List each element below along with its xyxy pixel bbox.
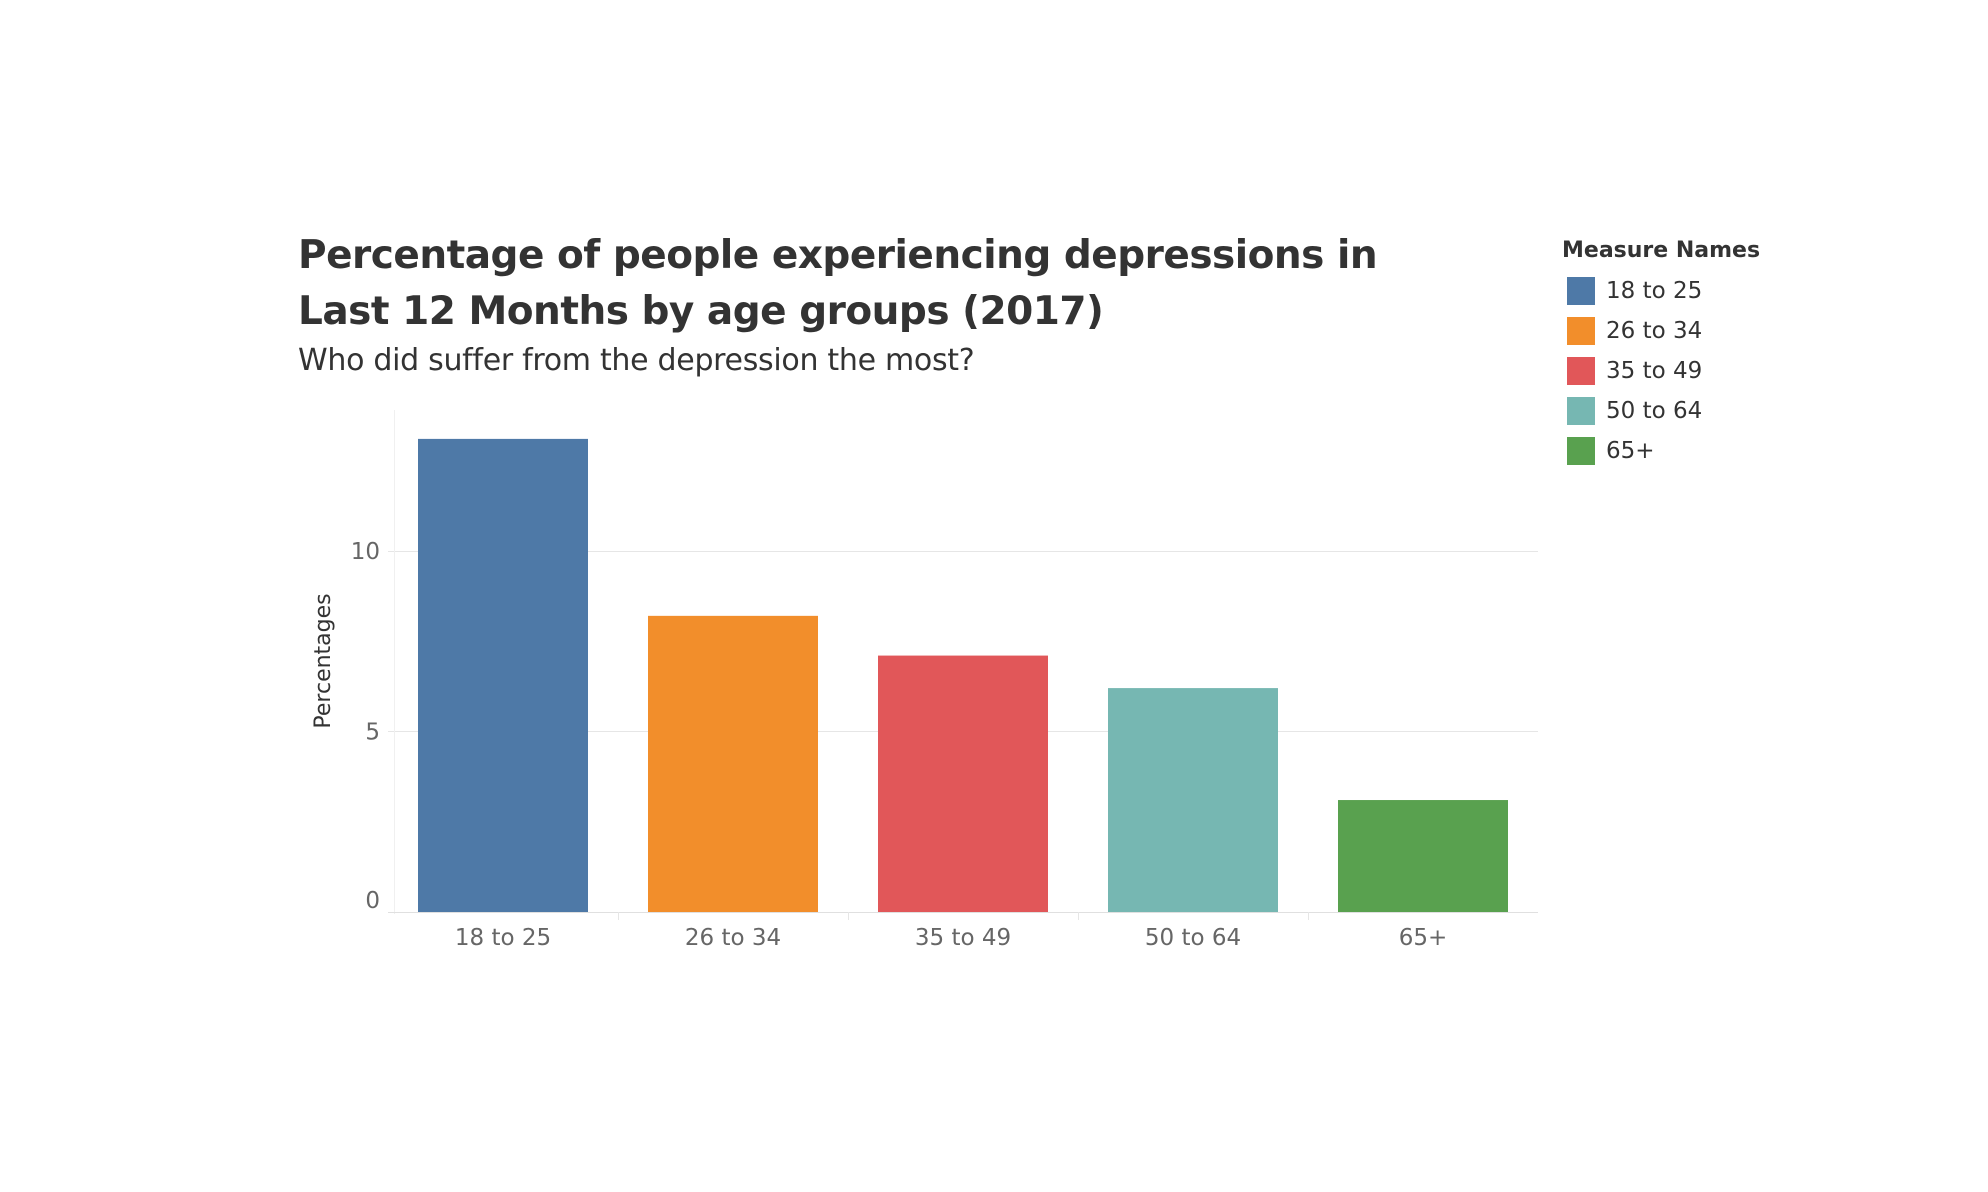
x-tick-label: 26 to 34 (685, 925, 781, 951)
y-axis-title: Percentages (311, 593, 336, 728)
bar[interactable] (878, 655, 1048, 912)
chart-title: Percentage of people experiencing depres… (298, 233, 1378, 334)
legend-label: 26 to 34 (1606, 318, 1703, 344)
legend-item[interactable]: 65+ (1562, 428, 1760, 468)
legend-label: 50 to 64 (1606, 398, 1703, 424)
chart-subtitle: Who did suffer from the depression the m… (298, 343, 975, 378)
x-tick-label: 35 to 49 (915, 925, 1011, 951)
legend-swatch (1567, 357, 1595, 385)
x-tick-label: 65+ (1399, 925, 1448, 951)
legend-swatch (1567, 437, 1595, 465)
y-tick-label: 0 (365, 888, 380, 914)
legend-item[interactable]: 18 to 25 (1562, 268, 1760, 308)
x-tick-label: 50 to 64 (1145, 925, 1241, 951)
legend-item[interactable]: 26 to 34 (1562, 308, 1760, 348)
bar[interactable] (1108, 688, 1278, 912)
y-tick-label: 5 (365, 719, 380, 745)
bar[interactable] (648, 615, 818, 912)
bar[interactable] (418, 438, 588, 912)
bar[interactable] (1338, 800, 1508, 912)
legend-title: Measure Names (1562, 238, 1761, 263)
legend-label: 18 to 25 (1606, 278, 1703, 304)
legend: Measure Names 18 to 25 26 to 34 35 to 49… (1562, 234, 1760, 468)
legend-item[interactable]: 50 to 64 (1562, 388, 1760, 428)
legend-swatch (1567, 317, 1595, 345)
legend-item[interactable]: 35 to 49 (1562, 348, 1760, 388)
x-tick-label: 18 to 25 (455, 925, 551, 951)
legend-label: 35 to 49 (1606, 358, 1703, 384)
legend-swatch (1567, 277, 1595, 305)
legend-label: 65+ (1606, 438, 1655, 464)
y-tick-label: 10 (351, 539, 380, 565)
legend-swatch (1567, 397, 1595, 425)
